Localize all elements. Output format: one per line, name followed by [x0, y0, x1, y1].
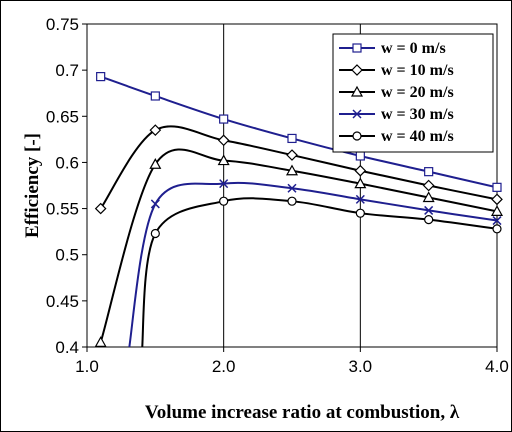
data-point [150, 199, 160, 209]
y-tick-label: 0.65 [46, 107, 79, 126]
data-point [150, 91, 160, 101]
data-point [355, 194, 365, 204]
data-point [219, 196, 229, 206]
data-point [422, 179, 435, 192]
y-tick-label: 0.6 [55, 153, 79, 172]
data-point [355, 208, 365, 218]
data-point [219, 179, 229, 189]
series-line [141, 197, 497, 347]
legend-marker [352, 109, 362, 119]
data-point [96, 72, 106, 82]
data-point [422, 191, 435, 203]
y-tick-label: 0.55 [46, 200, 79, 219]
data-point [424, 167, 434, 177]
legend: w = 0 m/s w = 10 m/s w = 20 m/s w = 30 m/s w… [332, 33, 494, 153]
data-point [286, 149, 298, 161]
series-2 [94, 148, 504, 347]
data-point [354, 164, 367, 177]
series-1 [94, 124, 503, 215]
legend-label: w = 20 m/s [381, 84, 454, 101]
data-point [149, 158, 162, 169]
data-point [217, 154, 230, 166]
y-axis-title: Efficiency [-] [22, 133, 43, 238]
data-point [354, 177, 367, 189]
data-point [149, 124, 162, 136]
data-point [285, 164, 299, 176]
legend-marker [352, 131, 362, 141]
legend-label: w = 30 m/s [381, 106, 454, 123]
y-tick-label: 0.75 [46, 15, 79, 34]
legend-label: w = 40 m/s [381, 128, 454, 145]
data-point [491, 193, 503, 206]
data-point [490, 205, 504, 216]
data-point [219, 114, 229, 124]
data-point [492, 216, 502, 226]
data-point [424, 205, 434, 215]
series-0 [96, 72, 502, 192]
data-point [492, 224, 502, 234]
series-3 [128, 179, 502, 347]
data-point [217, 134, 230, 147]
data-point [150, 228, 160, 239]
x-tick-label: 4.0 [485, 357, 509, 376]
data-point [424, 215, 434, 225]
y-tick-label: 0.7 [55, 61, 79, 80]
data-point [287, 133, 297, 144]
y-tick-label: 0.5 [55, 246, 79, 265]
series-line [99, 148, 497, 343]
x-tick-label: 1.0 [75, 357, 99, 376]
x-axis-title: Volume increase ratio at combustion, λ [145, 402, 460, 423]
legend-marker [351, 64, 363, 76]
y-tick-label: 0.4 [55, 338, 79, 357]
data-point [94, 336, 107, 347]
legend-label: w = 0 m/s [381, 40, 446, 57]
data-point [287, 196, 297, 206]
y-tick-label: 0.45 [46, 292, 79, 311]
data-point [94, 202, 107, 215]
series-4 [141, 196, 502, 347]
series-line [128, 181, 497, 347]
legend-marker [352, 43, 362, 53]
legend-marker [350, 85, 364, 97]
data-point [492, 182, 502, 192]
data-point [355, 151, 365, 161]
x-tick-label: 2.0 [212, 357, 236, 376]
data-point [287, 183, 297, 193]
legend-label: w = 10 m/s [381, 62, 454, 79]
x-tick-label: 3.0 [349, 357, 373, 376]
